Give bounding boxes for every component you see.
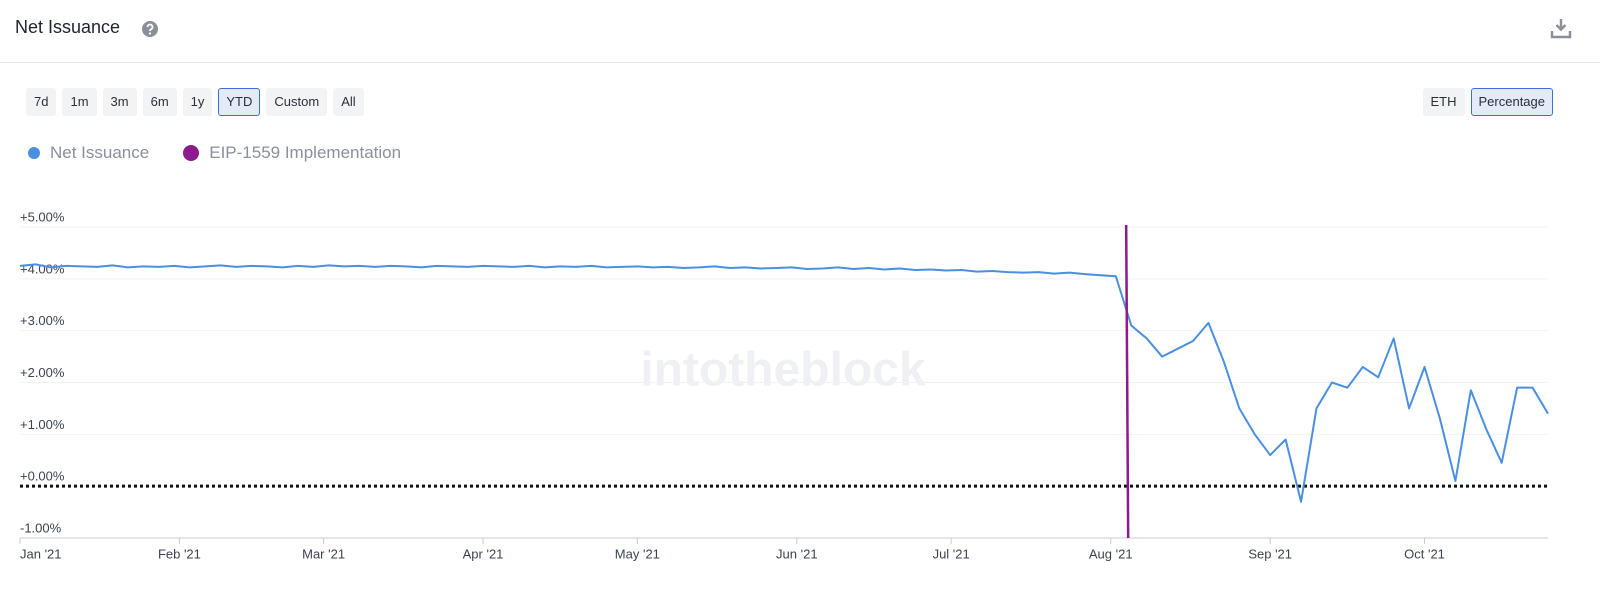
x-tick-label: Sep '21	[1248, 546, 1292, 561]
legend-label: EIP-1559 Implementation	[209, 143, 402, 162]
unit-button[interactable]: ETH	[1422, 88, 1465, 116]
legend: Net Issuance EIP-1559 Implementation	[28, 143, 401, 163]
range-buttons: 7d 1m 3m 6m 1y YTD Custom All	[26, 88, 364, 116]
help-icon[interactable]	[141, 20, 159, 38]
x-tick-label: Feb '21	[158, 546, 201, 561]
unit-button[interactable]: Percentage	[1470, 88, 1553, 116]
legend-label: Net Issuance	[50, 143, 150, 162]
annotation-line	[1124, 224, 1130, 539]
y-tick-label: +0.00%	[20, 469, 65, 484]
x-tick-label: Jun '21	[776, 546, 818, 561]
watermark: intotheblock	[640, 344, 926, 397]
range-button[interactable]: 7d	[26, 88, 57, 116]
y-tick-label: +3.00%	[20, 313, 65, 328]
x-tick-label: Jan '21	[20, 546, 62, 561]
series-line	[19, 263, 1549, 503]
x-tick-label: Oct '21	[1404, 546, 1445, 561]
range-button[interactable]: 3m	[102, 88, 137, 116]
range-button[interactable]: 1y	[182, 88, 213, 116]
legend-marker	[183, 145, 200, 161]
download-icon[interactable]	[1550, 17, 1572, 39]
legend-item: EIP-1559 Implementation	[183, 143, 401, 163]
range-button[interactable]: 6m	[142, 88, 177, 116]
unit-buttons: ETH Percentage	[1422, 88, 1553, 116]
x-tick-label: May '21	[615, 546, 660, 561]
chart: intotheblock -1.00% +0.00% +1.00% +2.00% +3.0…	[19, 209, 1549, 561]
header: Net Issuance	[0, 0, 1600, 63]
x-tick-label: Jul '21	[933, 546, 970, 561]
range-button[interactable]: 1m	[62, 88, 97, 116]
y-tick-label: +5.00%	[20, 209, 65, 224]
y-tick-label: +4.00%	[20, 261, 65, 276]
range-button[interactable]: YTD	[218, 88, 261, 116]
legend-item: Net Issuance	[28, 143, 149, 163]
y-tick-label: +2.00%	[20, 365, 65, 380]
x-tick-label: Aug '21	[1089, 546, 1133, 561]
range-button[interactable]: All	[333, 88, 364, 116]
y-tick-label: -1.00%	[20, 520, 62, 535]
title: Net Issuance	[15, 17, 121, 37]
range-button[interactable]: Custom	[266, 88, 328, 116]
x-tick-label: Apr '21	[463, 546, 504, 561]
legend-marker	[28, 147, 40, 159]
y-tick-label: +1.00%	[20, 417, 65, 432]
x-tick-label: Mar '21	[302, 546, 345, 561]
